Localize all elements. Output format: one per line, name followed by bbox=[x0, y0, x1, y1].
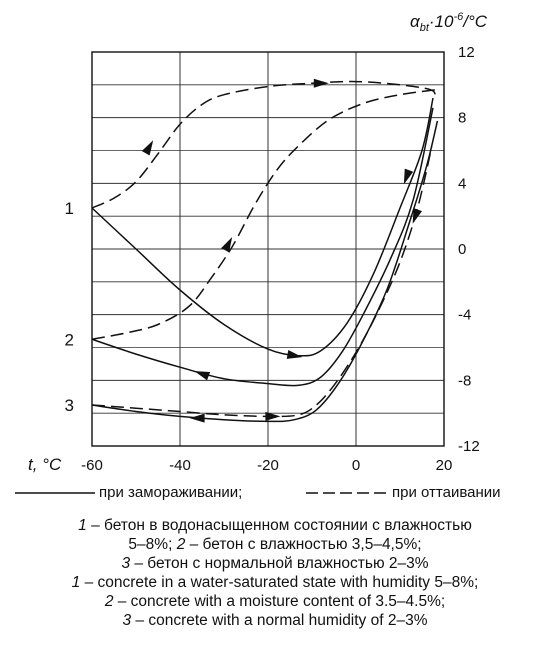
direction-arrow bbox=[141, 140, 154, 156]
figure-caption: 1 – бетон в водонасыщенном состоянии с в… bbox=[0, 516, 550, 630]
x-tick-label: 20 bbox=[436, 457, 453, 474]
series-2-freezing bbox=[91, 107, 434, 387]
series-3-freezing bbox=[91, 120, 439, 423]
direction-arrow bbox=[286, 350, 303, 359]
plot-border bbox=[91, 51, 445, 447]
legend bbox=[15, 492, 388, 494]
curve-id-label: 2 bbox=[65, 330, 74, 349]
x-tick-label: -60 bbox=[81, 457, 103, 474]
direction-arrow bbox=[313, 78, 329, 88]
curve-id-label: 1 bbox=[65, 199, 74, 218]
y-tick-labels: 12 8 4 0 -4 -8 -12 bbox=[458, 44, 480, 455]
series-1-freezing bbox=[91, 97, 434, 357]
series-3-thawing bbox=[91, 147, 433, 418]
y-tick-label: -12 bbox=[458, 438, 480, 455]
caption-line-3: 3 – бетон с нормальной влажностью 2–3% bbox=[121, 555, 429, 572]
y-tick-label: 8 bbox=[458, 110, 466, 127]
series-layer bbox=[91, 80, 439, 423]
x-axis-label: t, °C bbox=[28, 455, 62, 474]
direction-arrows bbox=[141, 78, 423, 423]
legend-solid-label: при замораживании; bbox=[99, 484, 243, 501]
y-tick-label: -4 bbox=[458, 307, 471, 324]
y-axis-label: αbt·10-6/°C bbox=[410, 11, 488, 34]
x-tick-labels: -60 -40 -20 0 20 bbox=[81, 457, 452, 474]
direction-arrow bbox=[221, 237, 233, 253]
x-tick-label: -40 bbox=[169, 457, 191, 474]
y-tick-label: 4 bbox=[458, 175, 466, 192]
direction-arrow bbox=[412, 208, 423, 224]
x-tick-label: 0 bbox=[352, 457, 360, 474]
x-tick-label: -20 bbox=[257, 457, 279, 474]
legend-dashed-label: при оттаивании bbox=[392, 484, 501, 501]
series-1-thawing bbox=[91, 80, 436, 209]
direction-arrow bbox=[194, 371, 211, 381]
y-tick-label: 0 bbox=[458, 241, 466, 258]
caption-line-1: 1 – бетон в водонасыщенном состоянии с в… bbox=[78, 517, 472, 534]
caption-line-2: 5–8%; 2 – бетон с влажностью 3,5–4,5%; bbox=[128, 536, 422, 553]
y-tick-label: 12 bbox=[458, 44, 475, 61]
caption-line-4: 1 – concrete in a water-saturated state … bbox=[71, 574, 479, 591]
curve-id-label: 3 bbox=[65, 396, 74, 415]
grid bbox=[91, 51, 445, 447]
curve-id-labels: 1 2 3 bbox=[65, 199, 74, 415]
y-tick-label: -8 bbox=[458, 372, 471, 389]
plot-frame bbox=[91, 51, 445, 447]
direction-arrow bbox=[189, 413, 205, 423]
caption-line-6: 3 – concrete with a normal humidity of 2… bbox=[122, 612, 428, 629]
direction-arrow bbox=[403, 168, 414, 185]
series-2-thawing bbox=[91, 89, 436, 341]
caption-line-5: 2 – concrete with a moisture content of … bbox=[104, 593, 446, 610]
direction-arrow bbox=[265, 411, 281, 421]
